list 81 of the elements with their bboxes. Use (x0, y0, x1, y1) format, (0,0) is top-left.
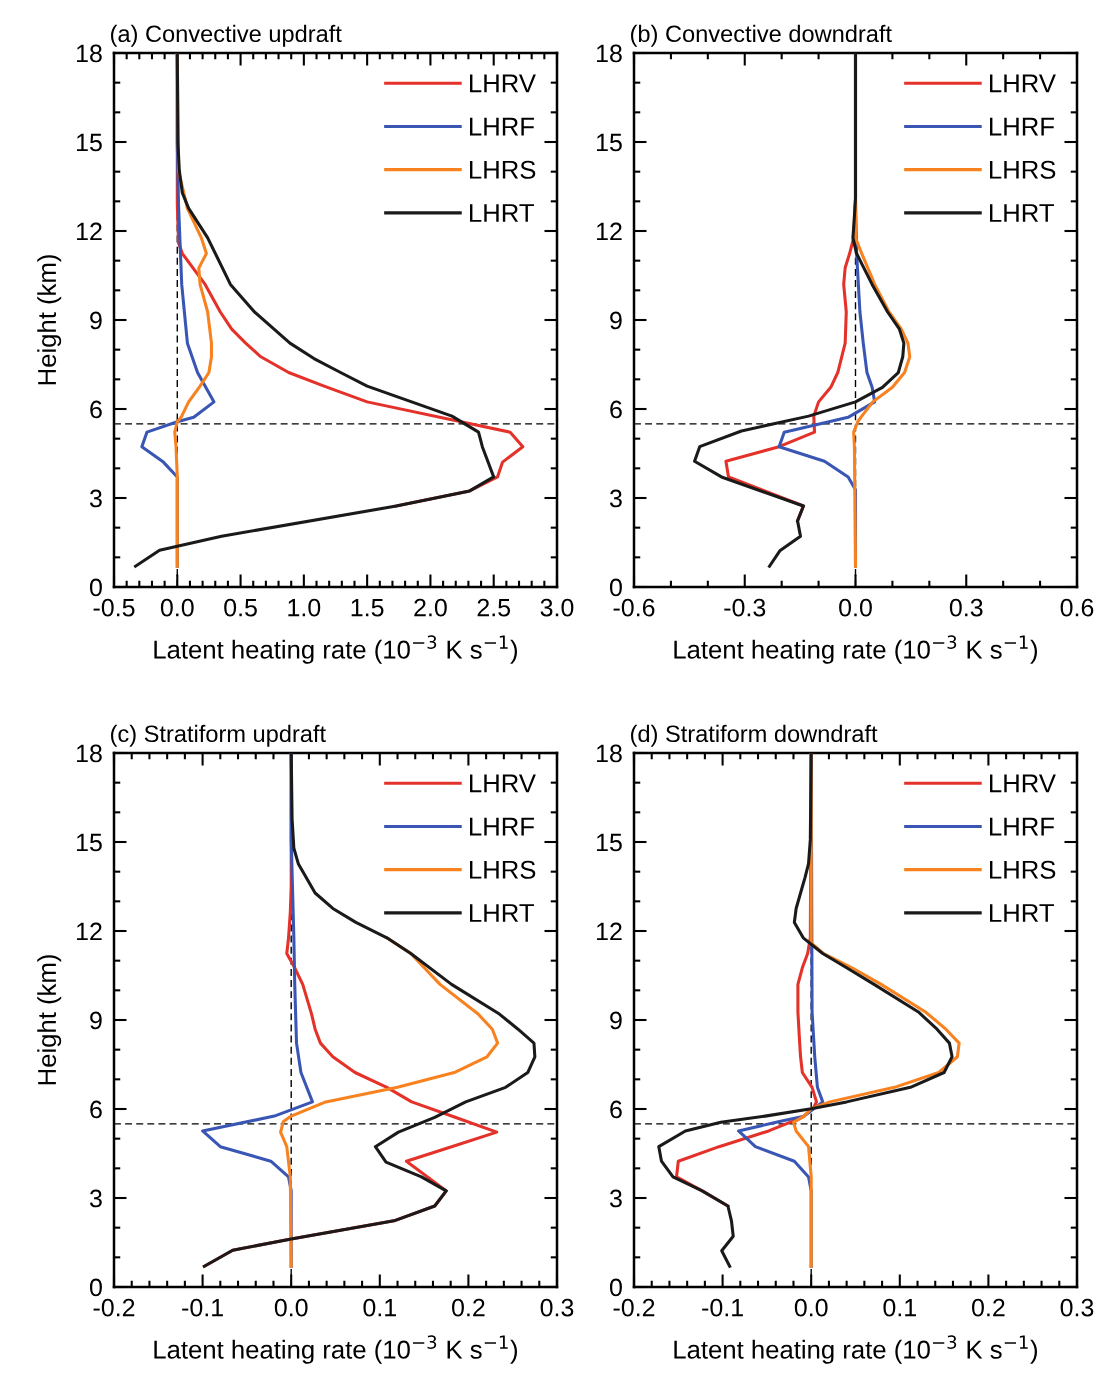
y-tick-label: 6 (90, 400, 102, 419)
x-axis-title: Latent heating rate (10$^{−3}$ K s$^{−1}$) (674, 1335, 1038, 1364)
y-axis-title: Height (km) (37, 255, 62, 385)
legend-label: LHRV (990, 774, 1056, 793)
y-tick-label: 0 (89, 578, 102, 597)
x-tick-label: 0.0 (160, 598, 194, 617)
y-tick-label: 15 (76, 833, 102, 852)
x-axis-title: Latent heating rate (10$^{−3}$ K s$^{−1}$) (154, 1335, 518, 1364)
y-tick-label: 0 (609, 1278, 622, 1297)
y-tick-label: 12 (76, 922, 102, 941)
y-tick-label: 18 (76, 744, 102, 763)
y-tick-label: 15 (76, 133, 102, 152)
line-series (693, 53, 906, 568)
x-tick-label: 0.2 (452, 1298, 485, 1317)
x-tick-label: 0.0 (794, 1298, 828, 1317)
legend-label: LHRS (470, 860, 536, 879)
x-tick-label: 0.3 (949, 598, 983, 617)
y-tick-label: 15 (596, 833, 622, 852)
x-tick-label: 0.2 (972, 1298, 1005, 1317)
x-tick-label: -0.2 (93, 1298, 135, 1317)
x-tick-label: 0.5 (224, 598, 257, 617)
y-tick-label: 3 (89, 1189, 102, 1208)
x-tick-label: 2.0 (414, 598, 447, 617)
y-tick-label: 18 (596, 44, 622, 63)
y-tick-label: 6 (90, 1100, 102, 1119)
y-tick-label: 18 (76, 44, 102, 63)
legend-label: LHRF (990, 117, 1054, 136)
x-tick-label: 0.1 (363, 1298, 396, 1317)
legend-label: LHRV (470, 74, 536, 93)
x-tick-label: 0.6 (1060, 598, 1094, 617)
x-tick-label: -0.2 (613, 1298, 655, 1317)
y-tick-label: 12 (596, 922, 622, 941)
x-tick-label: -0.6 (613, 598, 655, 617)
y-tick-label: 6 (610, 1100, 622, 1119)
line-series (657, 753, 954, 1268)
y-tick-label: 0 (609, 578, 622, 597)
legend-label: LHRV (470, 774, 536, 793)
legend-label: LHRT (990, 204, 1054, 222)
y-tick-label: 9 (610, 311, 622, 330)
y-axis-title: Height (km) (37, 955, 62, 1085)
y-tick-label: 12 (76, 222, 102, 241)
x-tick-label: 3.0 (540, 598, 574, 617)
chart-title: (d) Stratiform downdraft (631, 724, 878, 747)
x-tick-label: -0.3 (724, 598, 766, 617)
y-tick-label: 3 (609, 489, 622, 508)
x-tick-label: -0.1 (702, 1298, 743, 1317)
legend-label: LHRT (470, 204, 534, 222)
x-tick-label: 0.3 (540, 1298, 574, 1317)
y-tick-label: 6 (610, 400, 622, 419)
legend-label: LHRF (990, 817, 1054, 836)
x-tick-label: 0.0 (839, 598, 872, 617)
x-tick-label: 0.0 (274, 1298, 308, 1317)
x-tick-label: 0.1 (883, 1298, 916, 1317)
x-tick-label: 2.5 (477, 598, 511, 617)
y-tick-label: 9 (90, 1011, 102, 1030)
x-tick-label: 0.3 (1060, 1298, 1094, 1317)
legend-label: LHRS (990, 160, 1056, 179)
legend-label: LHRF (470, 117, 534, 136)
chart-title: (a) Convective updraft (111, 24, 342, 47)
x-tick-label: -0.5 (93, 598, 135, 617)
y-tick-label: 0 (89, 1278, 102, 1297)
x-tick-label: -0.1 (182, 1298, 223, 1317)
y-tick-label: 9 (90, 311, 102, 330)
y-tick-label: 12 (596, 222, 622, 241)
legend-label: LHRF (470, 817, 534, 836)
chart-title: (b) Convective downdraft (631, 24, 892, 47)
y-tick-label: 3 (89, 489, 102, 508)
y-tick-label: 9 (610, 1011, 622, 1030)
legend-label: LHRT (990, 904, 1054, 922)
x-axis-title: Latent heating rate (10$^{−3}$ K s$^{−1}$) (674, 635, 1038, 664)
y-tick-label: 3 (609, 1189, 622, 1208)
y-tick-label: 18 (596, 744, 622, 763)
chart-title: (c) Stratiform updraft (111, 724, 326, 747)
x-tick-label: 1.5 (351, 599, 384, 617)
x-axis-title: Latent heating rate (10$^{−3}$ K s$^{−1}$) (154, 635, 518, 664)
y-tick-label: 15 (596, 133, 622, 152)
legend-label: LHRT (470, 904, 534, 922)
legend-label: LHRS (990, 860, 1056, 879)
legend-label: LHRS (470, 160, 536, 179)
legend-label: LHRV (990, 74, 1056, 93)
x-tick-label: 1.0 (288, 598, 321, 617)
